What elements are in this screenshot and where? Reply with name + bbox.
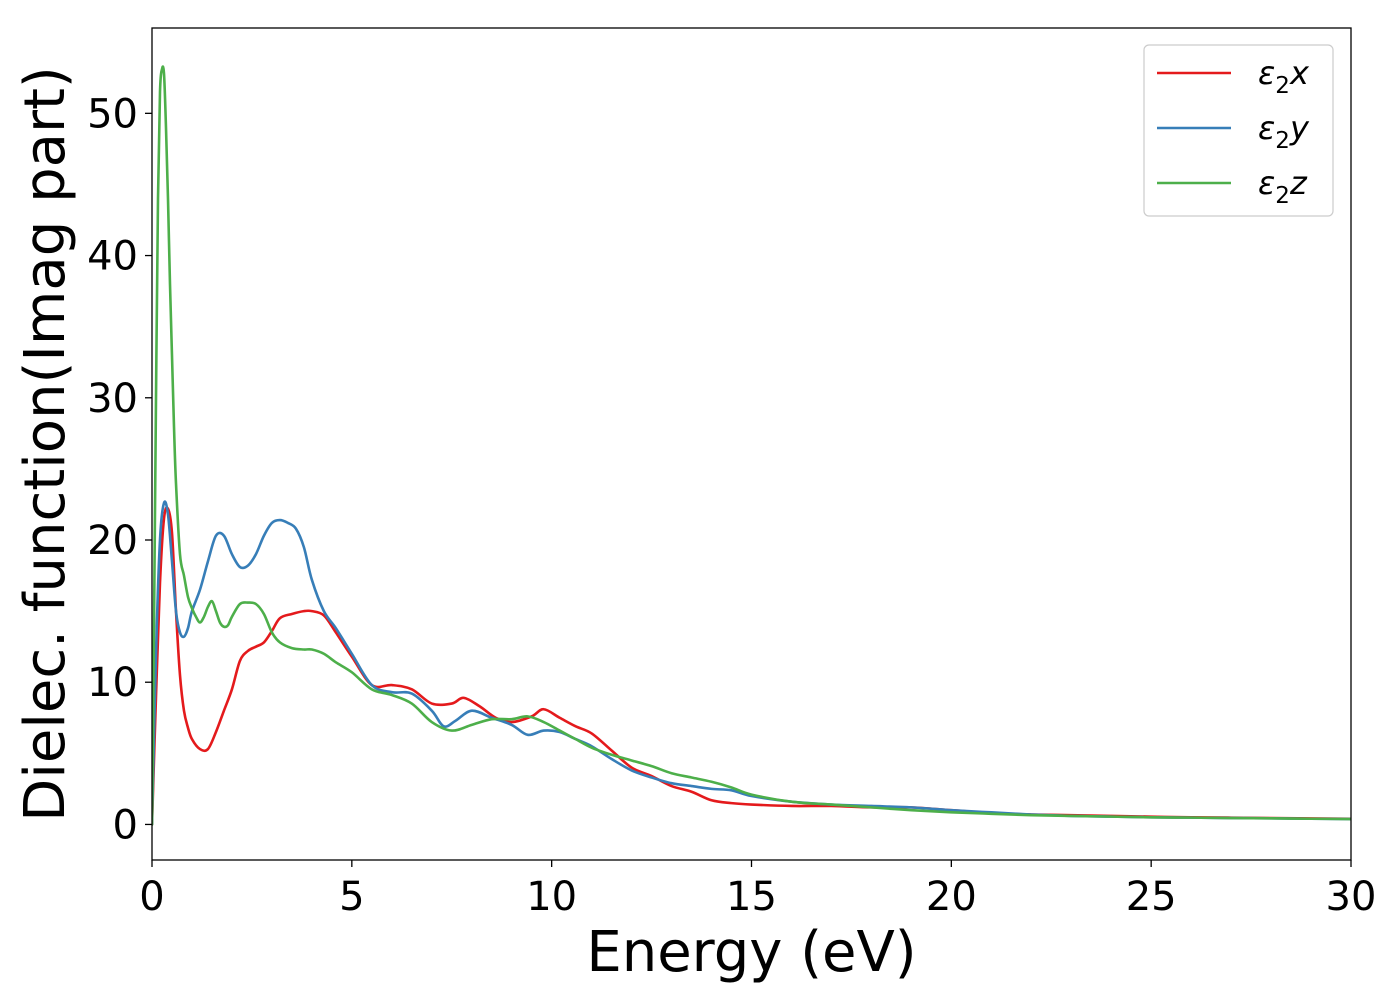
series-line-y [152,500,1351,826]
y-axis: 0 10 20 30 40 50 [87,91,152,848]
x-tick-label: 0 [139,874,164,920]
y-tick-label: 0 [113,802,138,848]
legend-label-x: ε2x [1258,54,1310,99]
y-axis-title: Dielec. function(Imag part) [13,66,78,822]
series-line-x [152,506,1351,826]
legend: ε2x ε2y ε2z [1143,44,1334,217]
legend-label-y: ε2y [1258,109,1310,154]
x-tick-label: 5 [339,874,364,920]
legend-box [1143,44,1334,217]
x-tick-label: 20 [926,874,977,920]
y-tick-label: 20 [87,518,138,564]
x-tick-label: 25 [1126,874,1177,920]
x-tick-label: 30 [1326,874,1377,920]
y-tick-label: 40 [87,234,138,280]
x-axis-title: Energy (eV) [586,920,916,985]
series-line-z [152,65,1351,826]
y-tick-label: 50 [87,91,138,137]
y-tick-label: 10 [87,660,138,706]
x-tick-label: 15 [726,874,777,920]
series-layer [152,65,1351,826]
x-tick-label: 10 [526,874,577,920]
legend-label-z: ε2z [1258,164,1308,209]
y-tick-label: 30 [87,376,138,422]
x-axis: 0 5 10 15 20 25 30 [139,860,1376,920]
